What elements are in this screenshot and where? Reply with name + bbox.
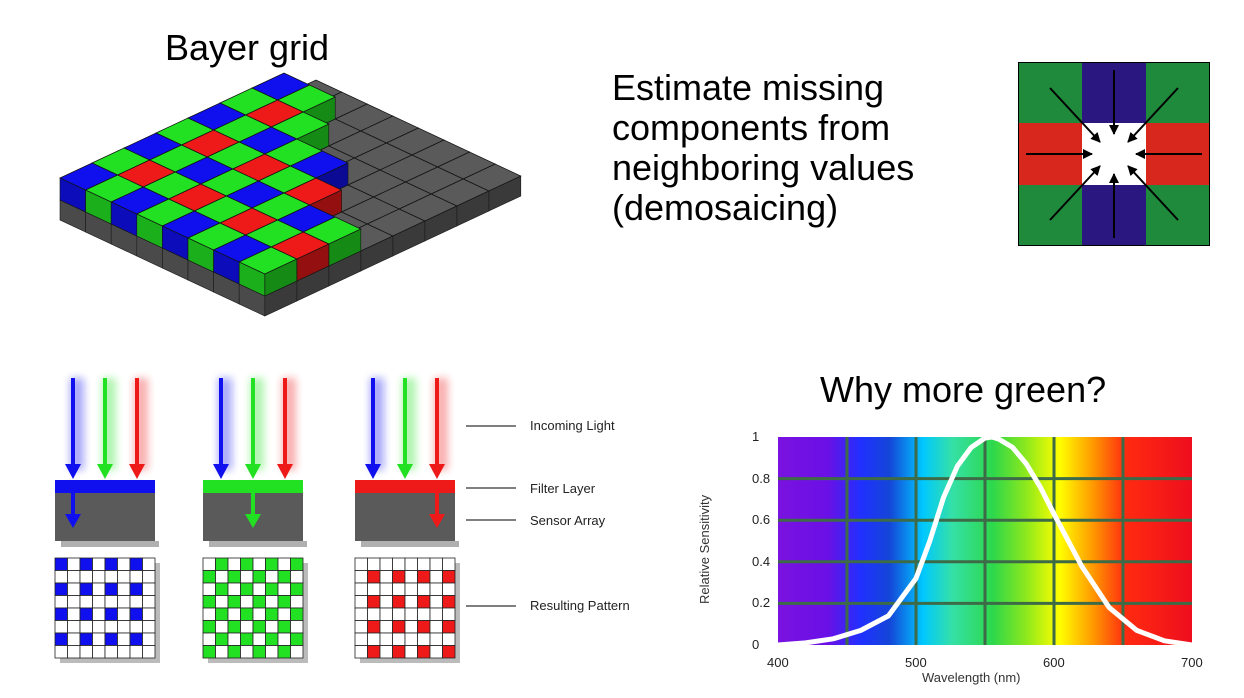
chart-grid	[778, 437, 1192, 645]
filter-unit-red	[354, 378, 460, 663]
demosaic-line-4: (demosaicing)	[612, 187, 839, 228]
incoming-light-arrowhead	[397, 464, 413, 479]
x-tick-label: 600	[1043, 655, 1065, 670]
label-incoming-light: Incoming Light	[530, 418, 615, 433]
filter-strip	[355, 480, 455, 493]
pattern-cell	[290, 645, 304, 659]
y-axis-label: Relative Sensitivity	[697, 494, 712, 604]
demosaic-neighbor-diagram	[1018, 62, 1210, 246]
label-filter-layer: Filter Layer	[530, 481, 596, 496]
sensitivity-curve	[775, 434, 1195, 648]
x-tick-label: 500	[905, 655, 927, 670]
filter-strip	[55, 480, 155, 493]
incoming-light-arrowhead	[365, 464, 381, 479]
y-tick-label: 0.6	[752, 512, 771, 528]
pattern-cell	[442, 645, 456, 659]
demosaic-arrow	[1127, 87, 1179, 143]
incoming-light-arrowhead	[97, 464, 113, 479]
demosaic-line-1: Estimate missing	[612, 67, 885, 108]
sensor-shadow	[61, 541, 159, 547]
y-tick-label: 1	[752, 429, 760, 444]
incoming-light-arrowhead	[277, 464, 293, 479]
incoming-light-arrowhead	[129, 464, 145, 479]
pattern-cell	[142, 645, 156, 659]
incoming-light-arrowhead	[65, 464, 81, 479]
demosaic-line-3: neighboring values	[612, 147, 915, 188]
x-axis-label: Wavelength (nm)	[922, 670, 1021, 685]
x-tick-label: 400	[767, 655, 789, 670]
sensor-shadow	[361, 541, 459, 547]
demosaic-arrow	[1127, 165, 1179, 221]
demosaic-arrow	[1049, 87, 1101, 143]
bayer-cell	[238, 246, 298, 317]
why-green-title: Why more green?	[820, 369, 1107, 410]
incoming-light-arrowhead	[213, 464, 229, 479]
incoming-light-arrowhead	[245, 464, 261, 479]
filtered-light-arrowhead	[245, 514, 261, 528]
incoming-light-arrowhead	[429, 464, 445, 479]
filter-unit-green	[202, 378, 308, 663]
x-tick-label: 700	[1181, 655, 1203, 670]
demosaic-arrow	[1049, 165, 1101, 221]
y-tick-label: 0.4	[752, 553, 771, 569]
demosaic-border	[1018, 62, 1210, 246]
demosaic-arrows	[1026, 70, 1202, 238]
label-sensor-array: Sensor Array	[530, 513, 606, 528]
sensor-shadow	[209, 541, 307, 547]
filtered-light-arrowhead	[65, 514, 81, 528]
y-tick-label: 0.2	[752, 595, 771, 611]
y-tick-label: 0	[752, 637, 760, 652]
demosaic-description: Estimate missing components from neighbo…	[612, 68, 914, 228]
filtered-light-arrowhead	[429, 514, 445, 528]
filter-strip	[203, 480, 303, 493]
bayer-grid-title: Bayer grid	[165, 27, 330, 68]
filter-unit-blue	[54, 378, 160, 663]
label-resulting-pattern: Resulting Pattern	[530, 598, 630, 613]
demosaic-line-2: components from	[612, 107, 891, 148]
y-tick-label: 0.8	[752, 470, 771, 486]
